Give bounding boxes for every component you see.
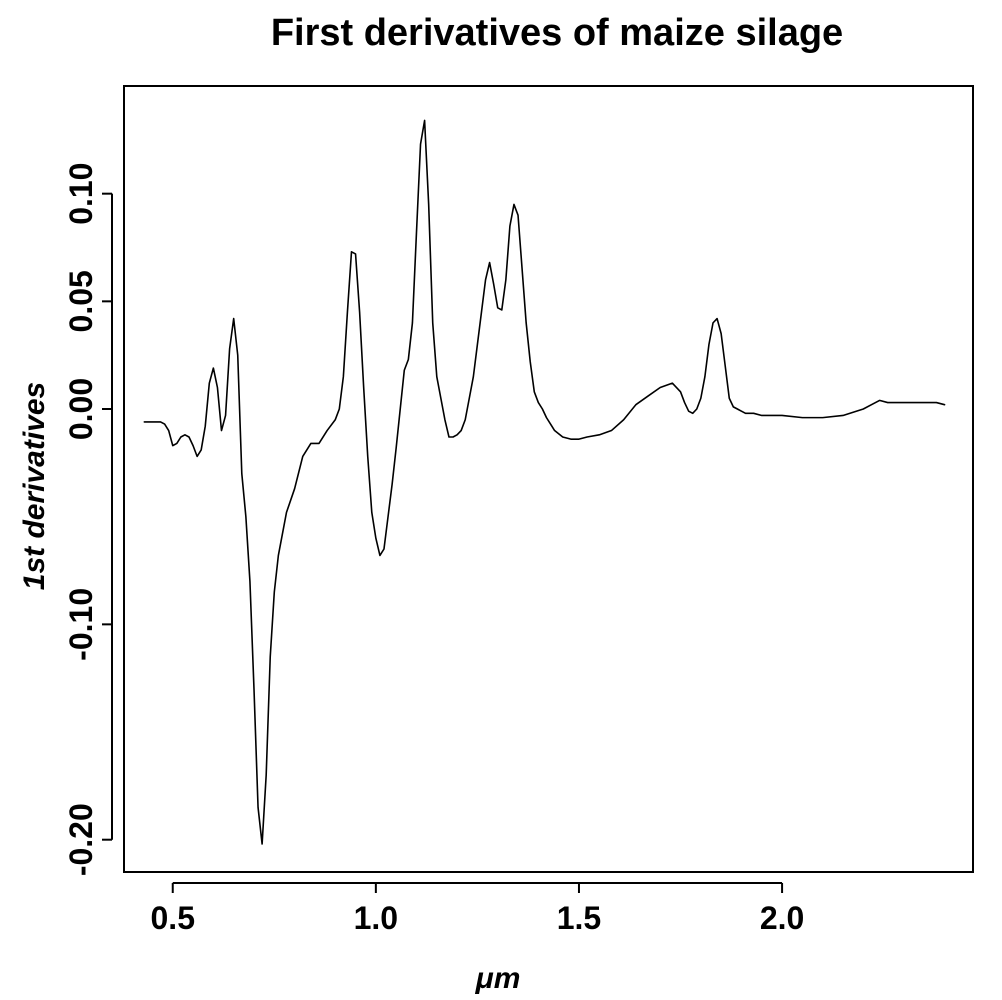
x-axis: 0.5 1.0 1.5 2.0	[151, 882, 804, 936]
y-tick-label: 0.10	[63, 163, 99, 225]
chart-title: First derivatives of maize silage	[271, 12, 843, 54]
x-axis-label: μm	[475, 962, 521, 995]
x-tick-label: 2.0	[760, 900, 804, 936]
x-tick-label: 0.5	[151, 900, 195, 936]
y-tick-label: 0.05	[63, 270, 99, 332]
x-tick-label: 1.0	[354, 900, 398, 936]
y-tick-label: -0.10	[63, 588, 99, 661]
plot-frame	[123, 85, 974, 873]
y-tick-label: -0.20	[63, 803, 99, 876]
series-group	[143, 119, 946, 845]
y-tick-label: 0.00	[63, 378, 99, 440]
series-line-0	[143, 119, 946, 845]
y-axis: -0.20 -0.10 0.00 0.05 0.10	[63, 163, 113, 876]
y-axis-label: 1st derivatives	[18, 382, 51, 590]
x-tick-label: 1.5	[557, 900, 601, 936]
